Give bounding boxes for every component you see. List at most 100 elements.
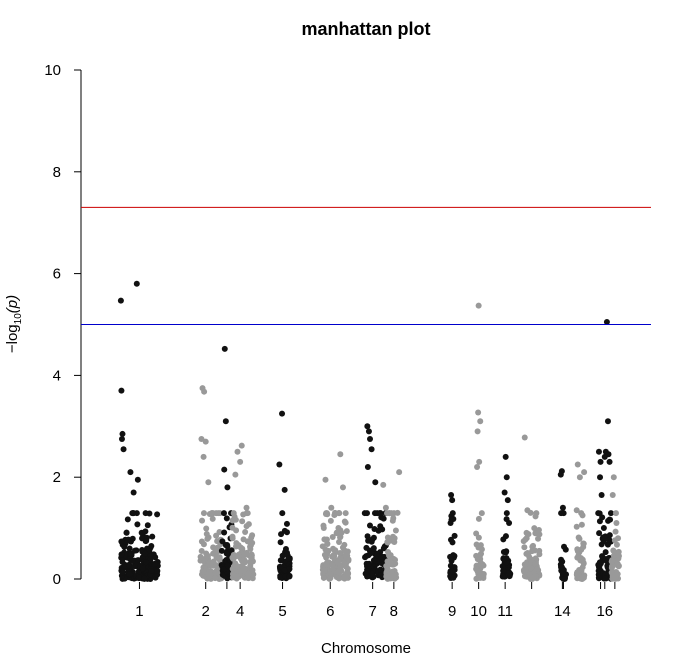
snp-point: [276, 563, 283, 570]
snp-point: [119, 430, 126, 437]
snp-point: [385, 548, 392, 555]
snp-point: [283, 529, 290, 536]
snp-point: [224, 543, 231, 550]
snp-point: [363, 510, 370, 517]
snp-point: [563, 571, 570, 578]
y-axis: 0 2 4 6 8 10: [44, 62, 82, 588]
snp-point: [345, 556, 352, 563]
snp-point: [364, 464, 371, 471]
snp-point: [612, 510, 619, 517]
snp-point: [573, 507, 580, 514]
snp-point: [323, 561, 330, 568]
snp-point: [337, 562, 344, 569]
snp-point: [574, 546, 581, 553]
snp-point: [500, 555, 507, 562]
snp-point: [478, 573, 485, 580]
snp-point: [374, 510, 381, 517]
snp-point: [601, 534, 608, 541]
snp-point: [229, 535, 236, 542]
snp-point: [558, 564, 565, 571]
snp-point: [222, 418, 229, 425]
snp-point: [245, 521, 252, 528]
snp-point: [579, 512, 586, 519]
snp-point: [320, 522, 327, 529]
snp-point: [148, 543, 155, 550]
x-tick-label: 14: [554, 603, 571, 620]
snp-point: [134, 521, 141, 528]
snp-point: [499, 573, 506, 580]
snp-point: [595, 510, 602, 517]
snp-point: [447, 520, 454, 527]
snp-point: [328, 504, 335, 511]
snp-point: [373, 558, 380, 565]
snp-point: [333, 530, 340, 537]
snp-point: [368, 549, 375, 556]
snp-point: [146, 510, 153, 517]
snp-point: [535, 527, 542, 534]
snp-point: [503, 510, 510, 517]
snp-point: [531, 525, 538, 532]
snp-point: [233, 527, 240, 534]
snp-point: [134, 476, 141, 483]
snp-point: [232, 553, 239, 560]
x-tick-label: 7: [368, 603, 376, 620]
snp-point: [603, 318, 610, 325]
snp-point: [241, 552, 248, 559]
x-tick-label: 5: [278, 603, 286, 620]
snp-point: [521, 544, 528, 551]
snp-point: [152, 560, 159, 567]
snp-point: [320, 574, 327, 581]
snp-point: [249, 532, 256, 539]
snp-point: [535, 535, 542, 542]
snp-point: [384, 534, 391, 541]
snp-point: [557, 471, 564, 478]
snp-point: [141, 575, 148, 582]
snp-point: [365, 428, 372, 435]
snp-point: [474, 464, 481, 471]
snp-point: [473, 530, 480, 537]
snp-point: [123, 529, 130, 536]
snp-point: [117, 297, 124, 304]
snp-point: [216, 556, 223, 563]
snp-point: [367, 436, 373, 443]
snp-point: [221, 466, 228, 473]
snp-point: [449, 539, 456, 546]
snp-point: [529, 543, 536, 550]
snp-point: [390, 561, 397, 568]
snp-point: [477, 551, 484, 558]
snp-point: [286, 573, 293, 580]
y-tick-label: 2: [53, 469, 61, 486]
snp-point: [372, 479, 379, 486]
snp-point: [281, 486, 288, 493]
snp-point: [375, 527, 382, 534]
snp-point: [474, 568, 481, 575]
snp-point: [596, 530, 603, 537]
snp-point: [595, 448, 602, 455]
snp-point: [500, 567, 507, 574]
x-axis: 1 2 4 5 6 7 8 9 10 11 14 16: [135, 582, 616, 620]
snp-point: [337, 555, 344, 562]
snp-point: [204, 535, 211, 542]
snp-point: [368, 446, 375, 453]
snp-point: [223, 515, 230, 522]
snp-point: [133, 280, 140, 287]
snp-point: [237, 544, 244, 551]
snp-point: [244, 574, 251, 581]
snp-point: [392, 527, 399, 534]
snp-point: [598, 492, 605, 499]
snp-point: [477, 561, 484, 568]
snp-point: [574, 461, 581, 468]
snp-point: [501, 489, 508, 496]
snp-point: [522, 568, 529, 575]
snp-point: [321, 567, 328, 574]
snp-point: [364, 533, 371, 540]
snp-point: [233, 575, 240, 582]
snp-point: [606, 458, 613, 465]
snp-point: [380, 481, 387, 488]
snp-point: [212, 569, 219, 576]
snp-point: [580, 540, 587, 547]
snp-point: [118, 436, 125, 443]
snp-point: [209, 515, 216, 522]
x-tick-label: 10: [470, 603, 487, 620]
